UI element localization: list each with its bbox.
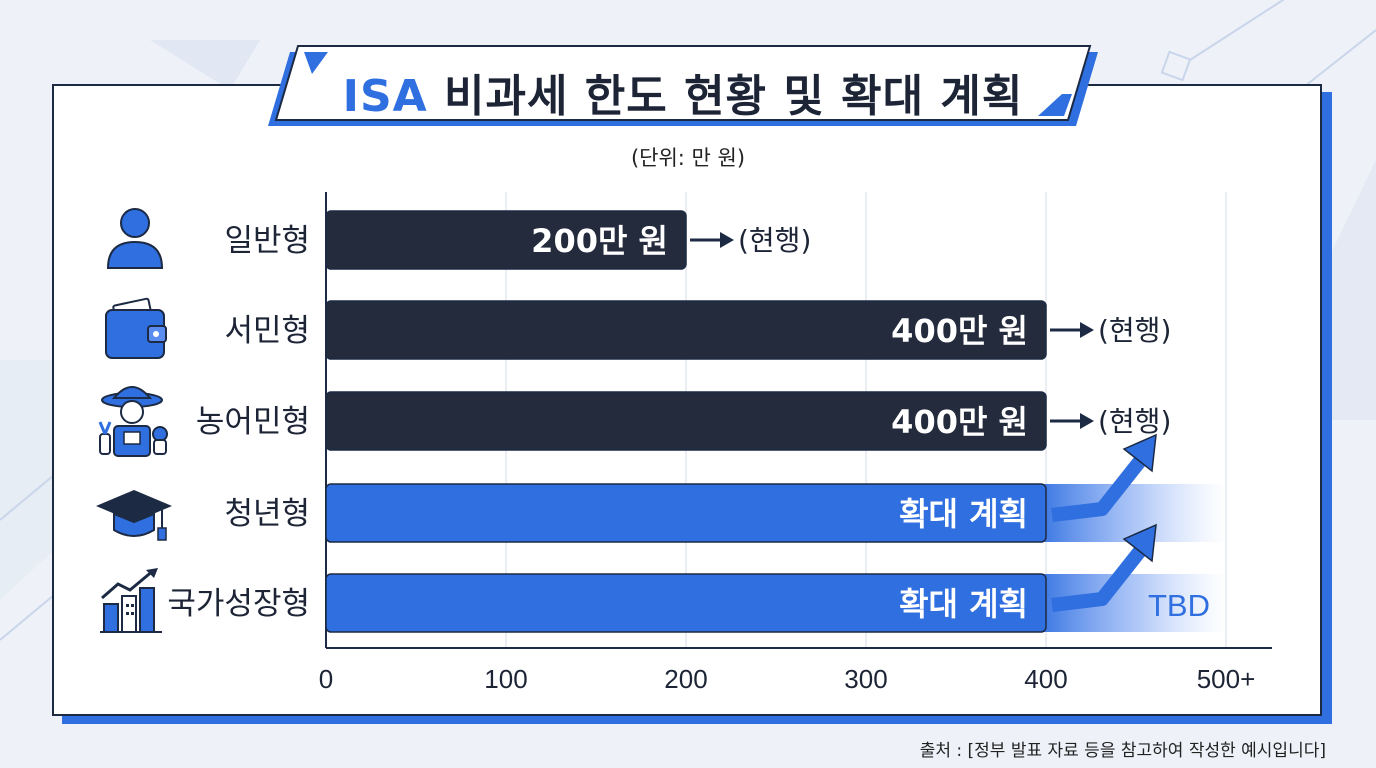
wallet-icon	[105, 297, 167, 359]
category-label: 농어민형	[196, 404, 310, 440]
bar-value-label: 확대 계획	[899, 495, 1028, 533]
title-accent: ISA	[342, 71, 428, 122]
growth-chart-icon	[100, 568, 162, 633]
x-tick-label: 0	[319, 664, 333, 694]
title-banner-frame	[268, 45, 1098, 126]
unit-label: (단위: 만 원)	[630, 146, 746, 170]
growth-arrow	[1051, 546, 1146, 612]
category-label: 국가성장형	[167, 586, 310, 622]
bar	[325, 300, 1047, 360]
bar	[325, 573, 1047, 633]
x-tick-label: 300	[844, 664, 887, 694]
bar	[325, 483, 1047, 543]
x-tick-label: 100	[484, 664, 527, 694]
growth-arrow-head	[1122, 523, 1157, 563]
annotation-arrow-head	[720, 232, 734, 248]
annotation-arrow-head	[1080, 413, 1094, 429]
status-annotation: (현행)	[1098, 314, 1171, 347]
bar-value-label: 400만 원	[891, 403, 1028, 441]
bar-value-label: 400만 원	[891, 312, 1028, 350]
graduation-cap-icon	[96, 490, 172, 541]
title-banner: ISA 비과세 한도 현황 및 확대 계획	[268, 44, 1098, 132]
tbd-label: TBD	[1148, 588, 1210, 623]
bar-value-label: 확대 계획	[899, 585, 1028, 623]
growth-arrow-head	[1122, 433, 1157, 473]
title-rest: 비과세 한도 현황 및 확대 계획	[427, 71, 1024, 122]
bar	[325, 391, 1047, 451]
farmer-icon	[98, 386, 168, 457]
source-note: 출처 : [정부 발표 자료 등을 참고하여 작성한 예시입니다]	[919, 741, 1326, 761]
category-label: 서민형	[224, 313, 310, 349]
person-icon	[106, 208, 164, 269]
growth-arrow	[1051, 456, 1146, 522]
chart-title: ISA 비과세 한도 현황 및 확대 계획	[268, 60, 1098, 124]
category-label: 일반형	[224, 223, 310, 259]
status-annotation: (현행)	[738, 224, 811, 257]
bar-value-label: 200만 원	[531, 222, 668, 260]
x-tick-label: 200	[664, 664, 707, 694]
bar	[325, 210, 687, 270]
category-label: 청년형	[224, 496, 310, 532]
x-tick-label: 400	[1024, 664, 1067, 694]
status-annotation: (현행)	[1098, 405, 1171, 438]
annotation-arrow-head	[1080, 322, 1094, 338]
x-tick-label: 500+	[1197, 664, 1256, 694]
